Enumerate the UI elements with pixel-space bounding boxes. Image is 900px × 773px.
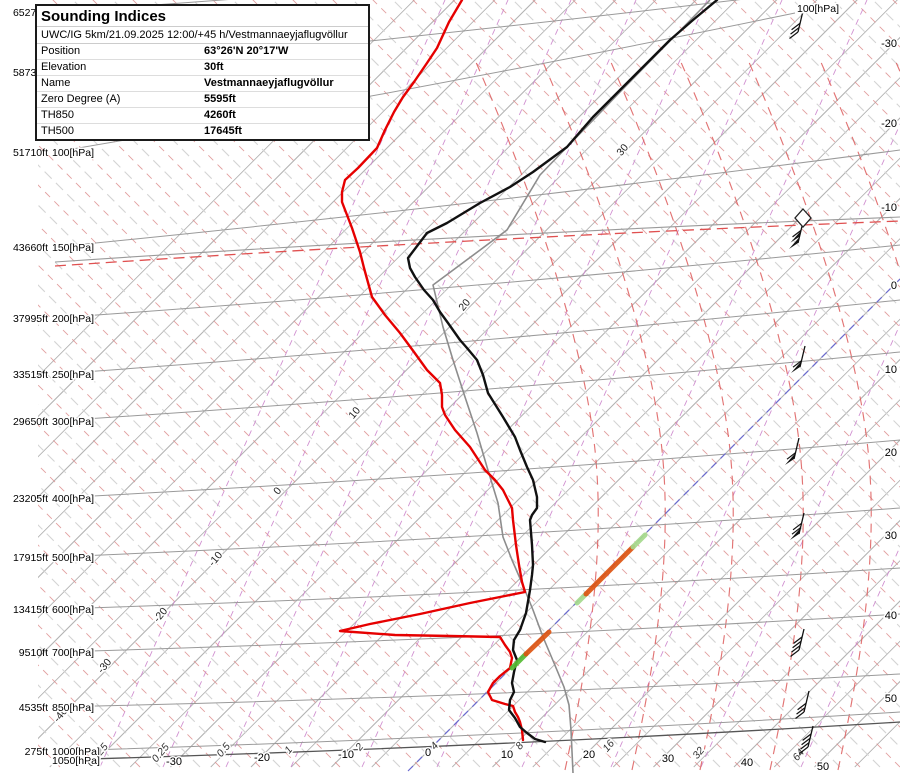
wind-barb [790, 628, 805, 657]
axis-label: 40 [741, 757, 753, 769]
axis-label: 250[hPa] [52, 369, 94, 381]
tropopause-marker [794, 208, 812, 228]
axis-label: 13415ft [13, 604, 48, 616]
info-row: TH500 17645ft [37, 124, 368, 139]
axis-label: -20 [254, 752, 270, 764]
axis-label: 1050[hPa] [52, 755, 100, 767]
axis-label: 16 [600, 738, 617, 755]
panel-title: Sounding Indices [37, 6, 368, 27]
axis-label: -20 [881, 118, 897, 130]
axis-label: 4535ft [19, 702, 48, 714]
axis-label: 33515ft [13, 369, 48, 381]
info-row-label: Zero Degree (A) [41, 93, 121, 105]
info-row-value: 30ft [204, 61, 224, 73]
info-row: Elevation 30ft [37, 60, 368, 76]
axis-label: -10 [206, 549, 225, 568]
panel-subtitle: UWC/IG 5km/21.09.2025 12:00/+45 h/Vestma… [37, 27, 368, 44]
freezing-segment [523, 629, 552, 657]
top-right-pressure-label: 100[hPa] [796, 2, 841, 17]
wind-barb [790, 512, 805, 540]
info-row-value: 5595ft [204, 93, 236, 105]
freezing-level-segments [509, 532, 648, 671]
wind-barb [789, 10, 804, 39]
axis-label: 200[hPa] [52, 313, 94, 325]
axis-label: -30 [166, 756, 182, 768]
axis-label: 10 [885, 364, 897, 376]
axis-label: 275ft [25, 746, 48, 758]
sounding-indices-panel: Sounding Indices UWC/IG 5km/21.09.2025 1… [35, 4, 370, 141]
info-row: Position 63°26'N 20°17'W [37, 44, 368, 60]
info-row-label: Elevation [41, 61, 87, 73]
axis-label: 30 [885, 530, 897, 542]
freezing-segment [509, 651, 529, 671]
panel-rows: Position 63°26'N 20°17'W Elevation 30ft Name… [37, 44, 368, 139]
axis-label: 10 [501, 749, 513, 761]
info-row-value: 4260ft [204, 109, 236, 121]
axis-label: 40 [885, 610, 897, 622]
axis-label: 500[hPa] [52, 552, 94, 564]
axis-label: 20 [456, 297, 473, 314]
moist-adiabat-red-curves [474, 59, 900, 771]
wind-barb [795, 690, 810, 719]
axis-label: 51710ft [13, 147, 48, 159]
info-row-value: 63°26'N 20°17'W [204, 45, 289, 57]
info-row: Name Vestmannaeyjaflugvöllur [37, 76, 368, 92]
axis-label: 20 [885, 447, 897, 459]
info-row-label: TH850 [41, 109, 75, 121]
info-row: TH850 4260ft [37, 108, 368, 124]
axis-label: -30 [95, 656, 114, 675]
right-axis-labels: -30 -20 -10 0 10 20 30 40 50 [880, 37, 899, 707]
wind-barb [799, 725, 814, 754]
axis-label: 600[hPa] [52, 604, 94, 616]
mixing-ratio-lines [99, 0, 900, 768]
temperature-curve [406, 0, 719, 744]
axis-label: 10 [346, 405, 363, 422]
info-row: Zero Degree (A) 5595ft [37, 92, 368, 108]
axis-label: 20 [583, 749, 595, 761]
axis-label: 29650ft [13, 416, 48, 428]
axis-label: 23205ft [13, 493, 48, 505]
wind-barbs [785, 10, 814, 754]
axis-label: -30 [881, 38, 897, 50]
axis-label: 50 [885, 693, 897, 705]
axis-label: 300[hPa] [52, 416, 94, 428]
axis-label: 30 [662, 753, 674, 765]
axis-label: 1000[hPa] [52, 746, 100, 758]
tropopause-line [54, 216, 900, 267]
axis-label: -10 [881, 202, 897, 214]
axis-label: 17915ft [13, 552, 48, 564]
axis-label: 400[hPa] [52, 493, 94, 505]
info-row-label: TH500 [41, 125, 75, 137]
dewpoint-curve [338, 0, 527, 742]
axis-label: 100[hPa] [52, 147, 94, 159]
axis-label: 50 [817, 761, 829, 773]
info-row-label: Position [41, 45, 81, 57]
wind-barb [791, 345, 806, 373]
axis-label: 150[hPa] [52, 242, 94, 254]
freezing-segment [630, 532, 648, 550]
axis-label: 0 [891, 280, 897, 292]
axis-label: 0 [425, 747, 431, 759]
bottom-axis-labels: -30 -20 -10 0 10 20 30 40 50 [165, 746, 831, 773]
axis-label: -10 [338, 749, 354, 761]
freezing-segment [583, 544, 636, 597]
axis-label: 850[hPa] [52, 702, 94, 714]
axis-label: 2 [353, 741, 367, 754]
axis-label: 9510ft [19, 647, 48, 659]
info-row-value: 17645ft [204, 125, 242, 137]
axis-label: 0 [271, 485, 284, 497]
info-row-label: Name [41, 77, 71, 89]
axis-label: 37995ft [13, 313, 48, 325]
axis-label: 700[hPa] [52, 647, 94, 659]
axis-label: 100[hPa] [797, 3, 839, 15]
info-row-value: Vestmannaeyjaflugvöllur [204, 77, 334, 89]
axis-label: 1 [282, 744, 295, 756]
wind-barb [785, 437, 800, 465]
axis-label: 43660ft [13, 242, 48, 254]
